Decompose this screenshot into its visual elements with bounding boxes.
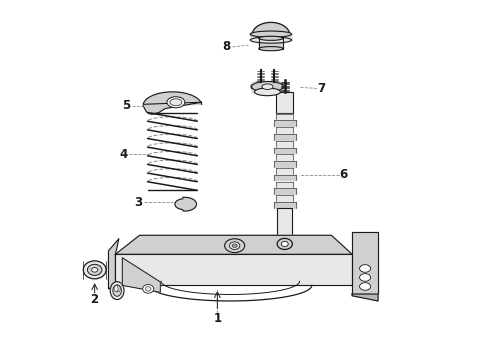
Polygon shape (276, 168, 293, 174)
Ellipse shape (143, 284, 154, 293)
Bar (277, 208, 293, 240)
Ellipse shape (87, 264, 102, 275)
Ellipse shape (83, 261, 106, 279)
Polygon shape (274, 148, 296, 153)
Polygon shape (276, 154, 293, 160)
Polygon shape (274, 134, 296, 140)
Polygon shape (274, 175, 296, 180)
Polygon shape (352, 294, 378, 301)
Ellipse shape (360, 265, 370, 272)
Polygon shape (276, 114, 293, 120)
Polygon shape (175, 197, 196, 211)
Ellipse shape (250, 37, 292, 43)
Polygon shape (259, 38, 283, 49)
Polygon shape (122, 258, 160, 292)
Ellipse shape (281, 241, 288, 247)
Polygon shape (276, 181, 293, 187)
Polygon shape (274, 188, 296, 194)
Polygon shape (274, 120, 296, 126)
Ellipse shape (167, 97, 185, 108)
Ellipse shape (262, 84, 273, 89)
Polygon shape (352, 232, 378, 294)
Text: 3: 3 (134, 196, 142, 209)
Ellipse shape (146, 287, 151, 291)
Ellipse shape (360, 283, 370, 290)
Ellipse shape (113, 285, 122, 296)
Text: 1: 1 (213, 312, 221, 325)
Ellipse shape (360, 274, 370, 281)
Text: 6: 6 (340, 168, 347, 181)
Ellipse shape (251, 81, 283, 92)
Text: 5: 5 (122, 99, 130, 112)
Text: 2: 2 (91, 293, 98, 306)
Polygon shape (276, 141, 293, 147)
Bar (276, 92, 294, 113)
Ellipse shape (251, 82, 267, 91)
Ellipse shape (110, 282, 124, 300)
Polygon shape (276, 127, 293, 133)
Text: 7: 7 (317, 82, 325, 95)
Text: 4: 4 (119, 148, 127, 161)
Ellipse shape (232, 244, 237, 247)
Ellipse shape (269, 82, 284, 91)
Ellipse shape (277, 238, 293, 249)
Ellipse shape (92, 267, 98, 272)
Ellipse shape (170, 99, 182, 106)
Polygon shape (108, 239, 119, 289)
Polygon shape (252, 22, 290, 36)
Polygon shape (274, 202, 296, 208)
Ellipse shape (254, 88, 280, 96)
Polygon shape (116, 235, 352, 254)
Ellipse shape (114, 285, 118, 292)
Polygon shape (252, 82, 283, 91)
Polygon shape (250, 34, 292, 40)
Ellipse shape (224, 239, 245, 253)
Polygon shape (276, 195, 293, 201)
Ellipse shape (250, 31, 292, 37)
Polygon shape (143, 92, 202, 114)
Polygon shape (274, 161, 296, 167)
Ellipse shape (259, 36, 283, 40)
Polygon shape (116, 254, 352, 285)
Ellipse shape (259, 46, 283, 51)
Ellipse shape (116, 285, 120, 292)
Ellipse shape (229, 242, 240, 249)
Text: 8: 8 (222, 40, 230, 53)
